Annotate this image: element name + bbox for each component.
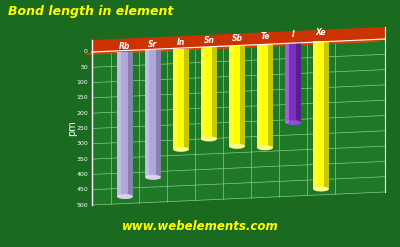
- Bar: [285, 43, 301, 123]
- Ellipse shape: [201, 136, 217, 142]
- Text: 500: 500: [76, 203, 88, 207]
- Bar: [145, 50, 149, 177]
- Bar: [184, 49, 189, 149]
- Bar: [324, 41, 329, 189]
- Bar: [117, 52, 121, 197]
- Ellipse shape: [257, 145, 273, 150]
- Text: 50: 50: [80, 65, 88, 70]
- Text: 0: 0: [84, 49, 88, 55]
- Text: pm: pm: [67, 121, 77, 136]
- Bar: [229, 46, 245, 146]
- Text: Sn: Sn: [204, 36, 214, 45]
- Bar: [201, 47, 205, 139]
- Text: Bond length in element: Bond length in element: [8, 5, 173, 18]
- Text: Te: Te: [260, 32, 270, 41]
- Text: 400: 400: [76, 172, 88, 177]
- Text: I: I: [292, 30, 294, 39]
- Bar: [313, 41, 329, 189]
- Bar: [296, 43, 301, 123]
- Polygon shape: [84, 39, 385, 55]
- Bar: [240, 46, 245, 146]
- Bar: [285, 43, 289, 123]
- Bar: [257, 44, 261, 148]
- Bar: [156, 50, 161, 177]
- Text: 350: 350: [76, 157, 88, 162]
- Text: www.webelements.com: www.webelements.com: [122, 220, 278, 233]
- Text: 450: 450: [76, 187, 88, 192]
- Text: Xe: Xe: [316, 28, 326, 37]
- Text: 200: 200: [76, 111, 88, 116]
- Bar: [173, 49, 189, 149]
- Bar: [313, 41, 317, 189]
- Ellipse shape: [229, 144, 245, 149]
- Bar: [145, 50, 161, 177]
- Ellipse shape: [145, 175, 161, 180]
- Bar: [229, 46, 233, 146]
- Text: 300: 300: [76, 141, 88, 146]
- Bar: [201, 47, 217, 139]
- Text: 250: 250: [76, 126, 88, 131]
- Text: 150: 150: [76, 95, 88, 100]
- Ellipse shape: [173, 147, 189, 152]
- Polygon shape: [92, 39, 385, 205]
- Text: 100: 100: [76, 80, 88, 85]
- Ellipse shape: [313, 186, 329, 191]
- Bar: [128, 52, 133, 197]
- Polygon shape: [92, 27, 385, 52]
- Ellipse shape: [117, 194, 133, 199]
- Text: In: In: [177, 38, 185, 47]
- Text: Rb: Rb: [119, 42, 131, 51]
- Bar: [257, 44, 273, 148]
- Text: Sb: Sb: [232, 34, 242, 43]
- Ellipse shape: [285, 120, 301, 125]
- Bar: [212, 47, 217, 139]
- Text: Sr: Sr: [148, 40, 158, 49]
- Bar: [117, 52, 133, 197]
- Bar: [173, 49, 177, 149]
- Bar: [268, 44, 273, 148]
